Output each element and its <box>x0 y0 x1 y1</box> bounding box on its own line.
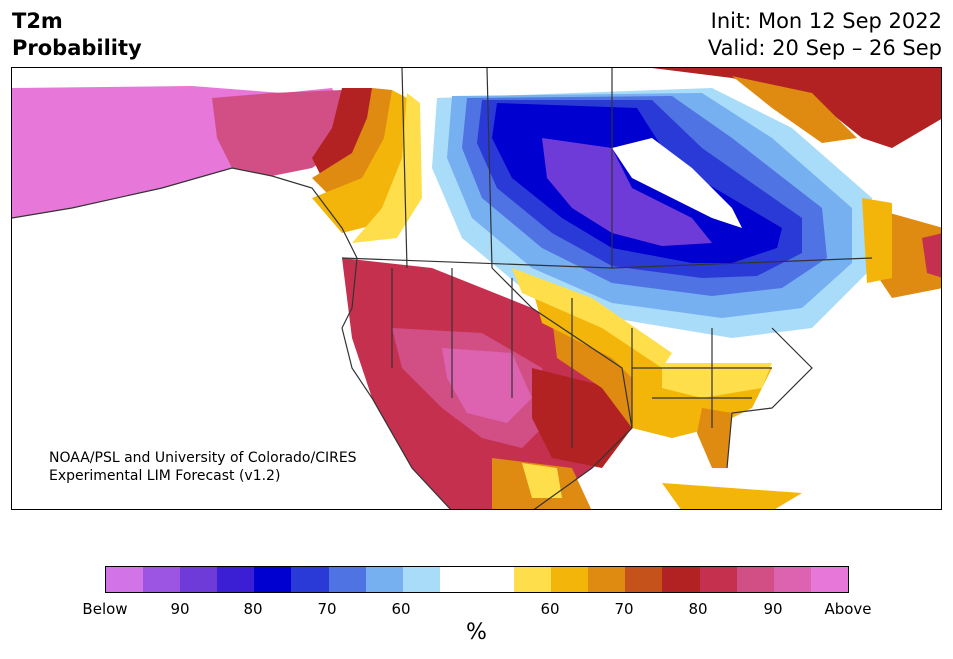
colorbar-tick-label: 70 <box>614 600 634 618</box>
colorbar-segment <box>439 567 477 592</box>
map-borders <box>12 68 873 509</box>
hudson-bay <box>612 138 742 228</box>
region-greenland-above70 <box>652 68 941 148</box>
region-canada-below85 <box>542 138 712 246</box>
colorbar-segment <box>106 567 144 592</box>
region-cuba-above60 <box>662 483 802 509</box>
region-fl-above65 <box>697 408 732 468</box>
colorbar-segment <box>180 567 218 592</box>
colorbar-segment <box>736 567 774 592</box>
colorbar-tick-label: 80 <box>688 600 708 618</box>
colorbar-segment <box>143 567 181 592</box>
colorbar-segment <box>254 567 292 592</box>
colorbar-tick-label: 60 <box>391 600 411 618</box>
colorbar-segment <box>773 567 811 592</box>
colorbar-segment <box>402 567 440 592</box>
colorbar-segment <box>588 567 626 592</box>
colorbar-tick-label: 70 <box>317 600 337 618</box>
colorbar-segment <box>328 567 366 592</box>
colorbar-segment <box>699 567 737 592</box>
colorbar-tick-label: Below <box>82 600 128 618</box>
colorbar-tick-label: 60 <box>540 600 560 618</box>
region-canada-above60 <box>312 90 407 233</box>
map-title-line2: Probability <box>12 36 142 60</box>
colorbar-tick-label: Above <box>824 600 872 618</box>
region-wus-above95 <box>442 348 532 423</box>
valid-range: Valid: 20 Sep – 26 Sep <box>707 36 942 60</box>
colorbar-segment <box>810 567 848 592</box>
region-nfld-above80 <box>922 233 941 278</box>
region-se-above55 <box>662 363 772 398</box>
region-canada-above55 <box>352 93 422 243</box>
probability-map <box>11 67 942 510</box>
map-title: T2m Probability <box>12 8 142 62</box>
colorbar-segment <box>662 567 700 592</box>
init-date: Init: Mon 12 Sep 2022 <box>710 9 942 33</box>
colorbar-tick-label: 80 <box>243 600 263 618</box>
colorbar-segment <box>514 567 552 592</box>
map-title-line1: T2m <box>12 9 63 33</box>
colorbar-tick-label: 90 <box>170 600 190 618</box>
colorbar-segment <box>625 567 663 592</box>
colorbar <box>105 566 849 593</box>
region-plains-above60 <box>532 288 662 398</box>
colorbar-segment <box>365 567 403 592</box>
region-mexico-above55 <box>522 463 562 498</box>
map-canvas <box>12 68 941 509</box>
colorbar-segment <box>551 567 589 592</box>
credit-text: NOAA/PSL and University of Colorado/CIRE… <box>49 449 357 485</box>
colorbar-segment <box>476 567 515 592</box>
colorbar-tick-label: 90 <box>763 600 783 618</box>
colorbar-unit: % <box>466 620 487 645</box>
region-nfld-above60 <box>862 198 892 283</box>
forecast-dates: Init: Mon 12 Sep 2022 Valid: 20 Sep – 26… <box>708 8 942 62</box>
credit-line1: NOAA/PSL and University of Colorado/CIRE… <box>49 450 357 466</box>
colorbar-segment <box>291 567 329 592</box>
credit-line2: Experimental LIM Forecast (v1.2) <box>49 468 281 484</box>
colorbar-segment <box>217 567 255 592</box>
region-greenland-above65 <box>732 76 857 143</box>
